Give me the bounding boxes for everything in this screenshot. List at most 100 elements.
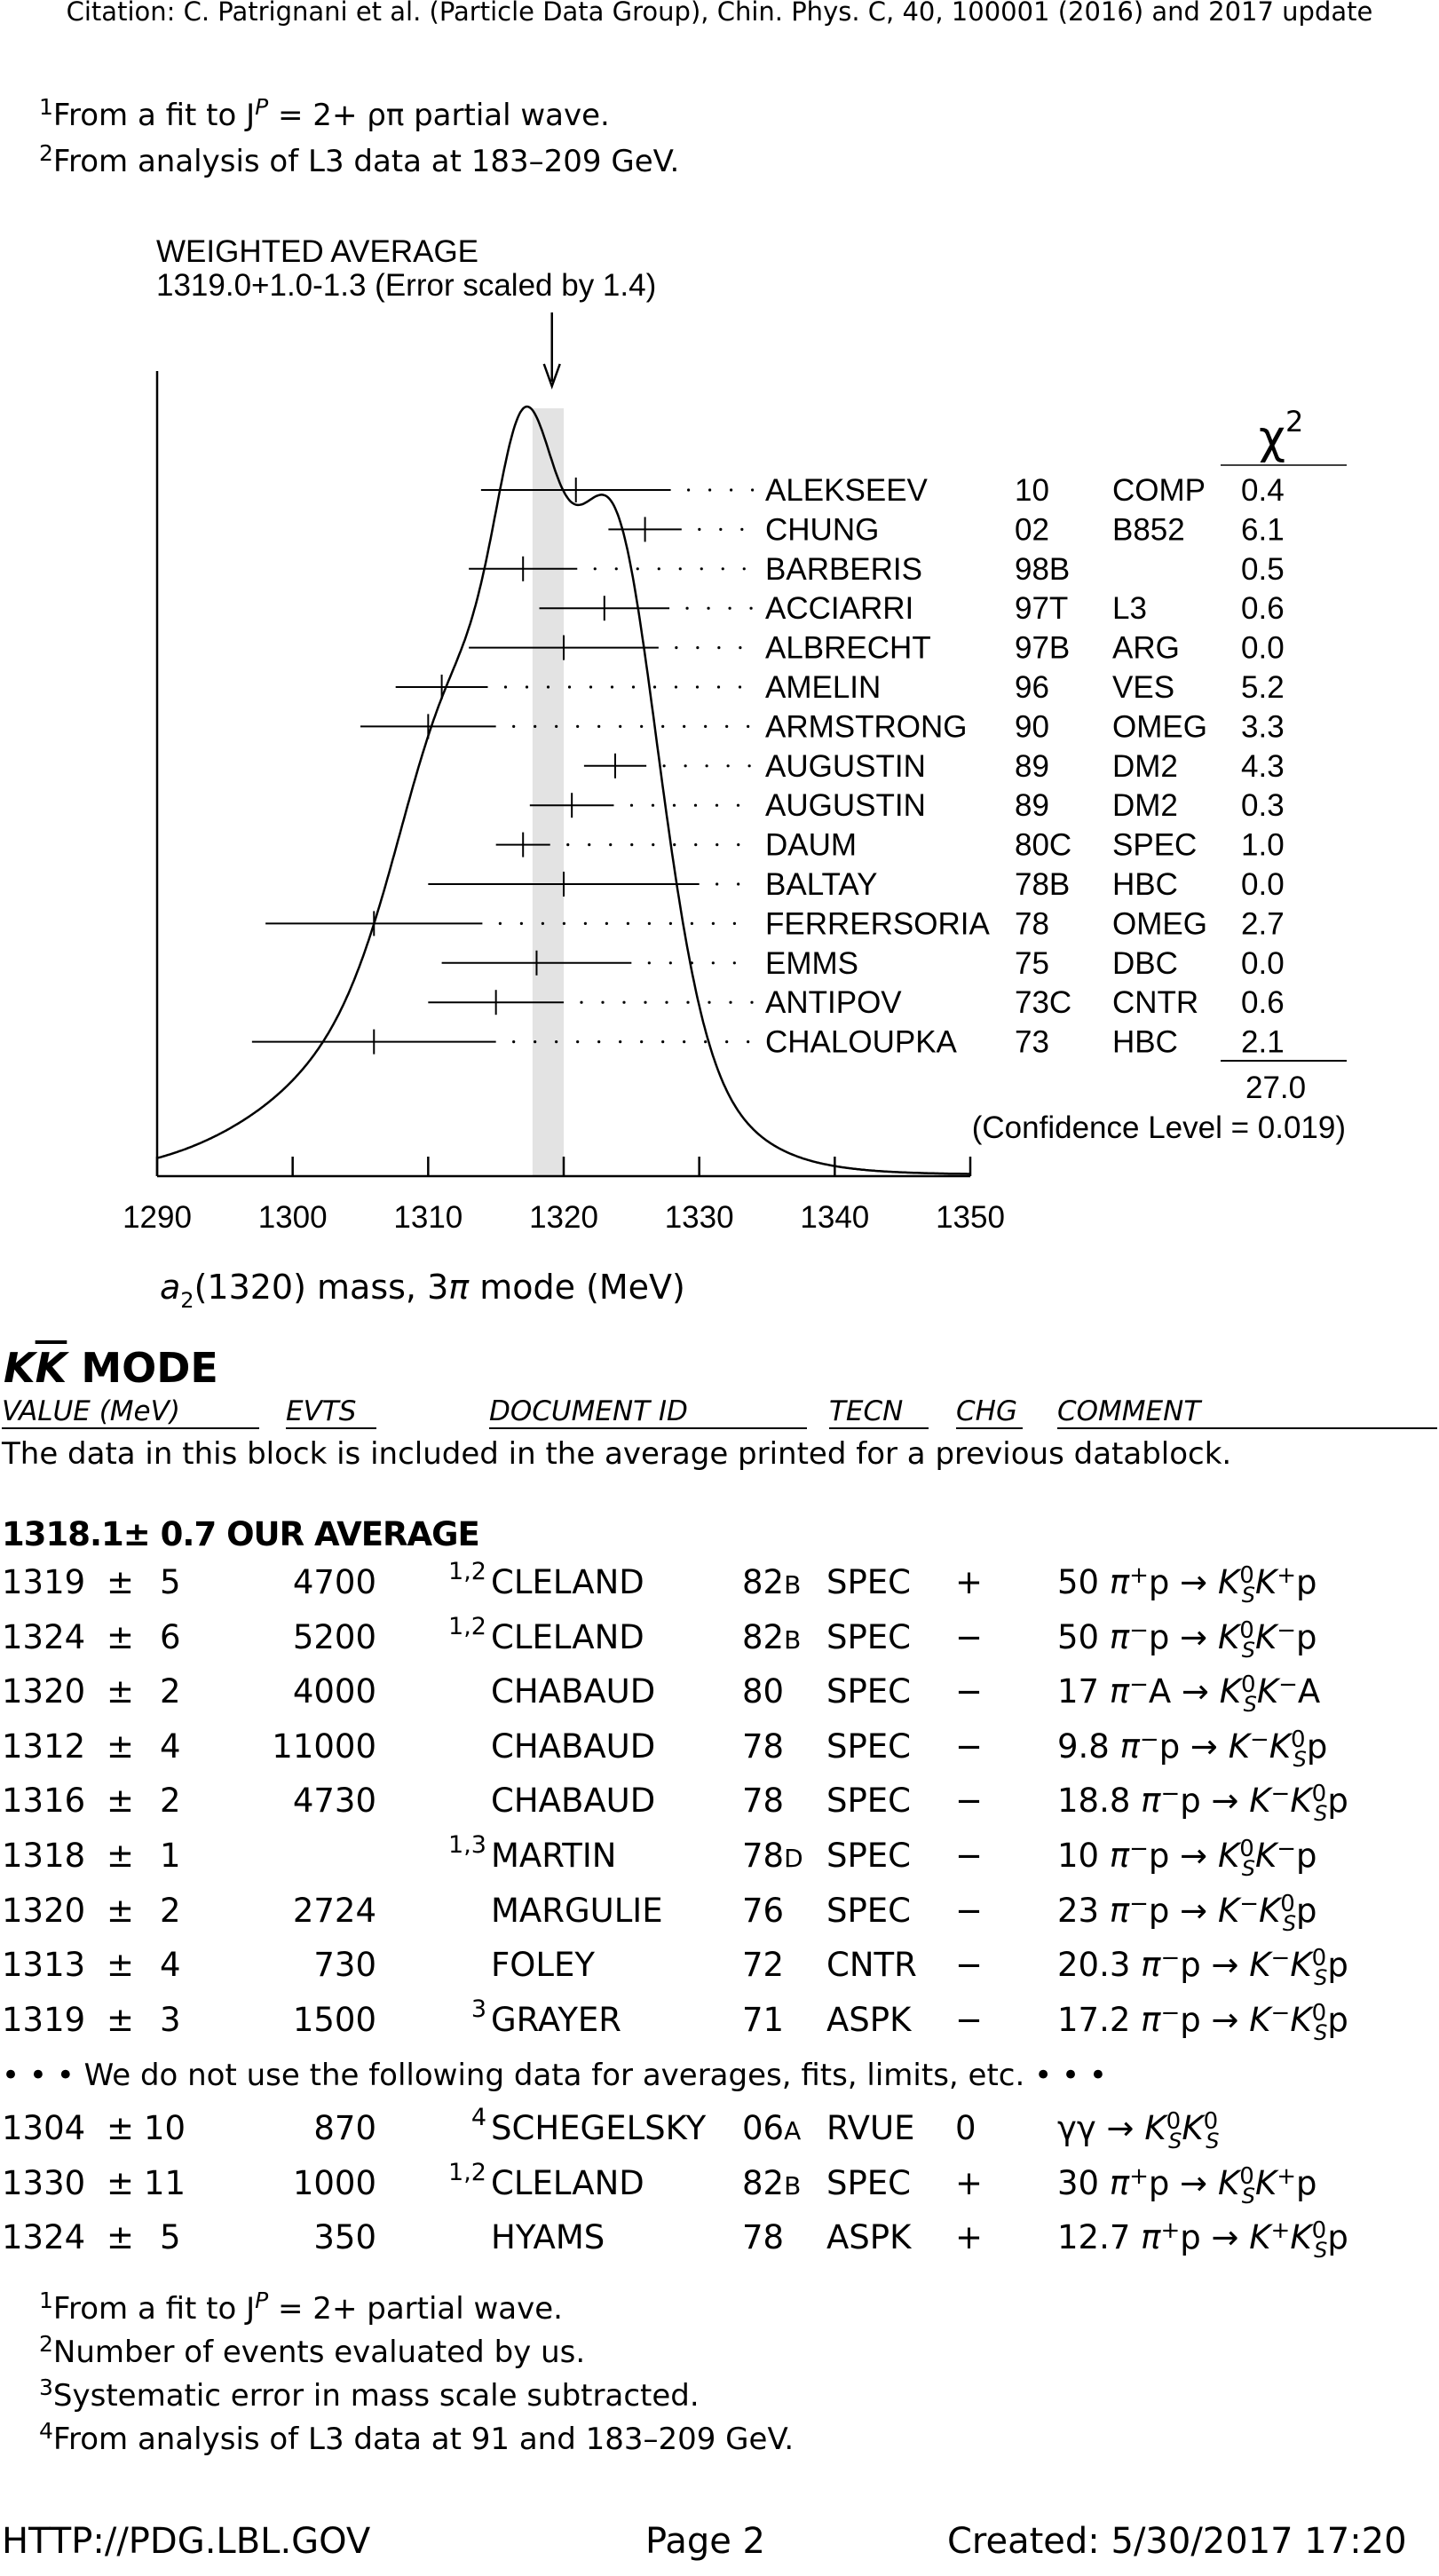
leader-dot <box>672 803 676 807</box>
leader-dot <box>730 488 733 492</box>
row-comment: 18.8 π−p → K−K0Sp <box>1057 1781 1348 1826</box>
leader-dot <box>580 1000 583 1004</box>
comment-part: K <box>1290 2218 1312 2257</box>
measurement-name: ALBRECHT <box>765 631 931 666</box>
comment-part: S <box>1241 2183 1255 2209</box>
comment-part: − <box>1277 1616 1297 1644</box>
block-note: The data in this block is included in th… <box>2 1436 1232 1472</box>
leader-dot <box>690 921 694 925</box>
comment-part: p → <box>1158 1727 1229 1766</box>
leader-dot <box>698 527 701 532</box>
measurement-year: 02 <box>1015 512 1049 547</box>
leader-dot <box>619 1040 622 1044</box>
measurement-name: DAUM <box>765 828 857 863</box>
row-comment: 20.3 π−p → K−K0Sp <box>1057 1945 1348 1990</box>
leader-dot <box>673 843 676 847</box>
comment-part: 9.8 <box>1057 1727 1120 1766</box>
comment-part: − <box>1270 1781 1291 1808</box>
comment-part: + <box>1129 2162 1149 2190</box>
row-value: 1304 <box>2 2109 86 2147</box>
leader-dot <box>652 843 655 847</box>
leader-dot <box>651 803 655 807</box>
leader-dot <box>541 921 545 925</box>
measurement-tech: OMEG <box>1112 709 1207 744</box>
row-chg: 0 <box>955 2109 976 2147</box>
row-year: 78D <box>742 1837 803 1875</box>
leader-dot <box>678 567 682 571</box>
comment-part: p → <box>1148 1563 1218 1601</box>
comment-part: 17.2 <box>1057 2000 1142 2039</box>
row-document-id: GRAYER <box>491 2000 622 2039</box>
row-year-suffix: B <box>784 1570 802 1600</box>
footer-url[interactable]: HTTP://PDG.LBL.GOV <box>2 2521 371 2562</box>
leader-dot <box>737 882 740 886</box>
leader-dot <box>704 724 708 729</box>
comment-part: 0 <box>1311 1999 1327 2027</box>
row-chg: + <box>955 1563 984 1601</box>
x-tick-label: 1330 <box>665 1200 734 1235</box>
measurement-chi2: 0.5 <box>1241 552 1285 587</box>
leader-dot <box>619 724 622 729</box>
comment-part: K <box>1144 2109 1166 2147</box>
row-chg: + <box>955 2218 984 2257</box>
measurement-year: 10 <box>1015 473 1049 508</box>
comment-part: π <box>1141 1782 1161 1821</box>
row-pm: ± <box>107 2109 135 2147</box>
comment-part: p <box>1327 2000 1348 2039</box>
row-value: 1319 <box>2 2000 86 2039</box>
comment-part: 0 <box>1239 1616 1254 1644</box>
row-document-id: HYAMS <box>491 2218 605 2257</box>
leader-dot <box>686 1000 690 1004</box>
comment-part: K <box>1217 1837 1240 1875</box>
leader-dot <box>519 921 524 925</box>
comment-part: p → <box>1180 2218 1250 2257</box>
leader-dot <box>567 685 572 689</box>
row-document-id: CHABAUD <box>491 1672 656 1711</box>
comment-part: − <box>1160 1999 1181 2027</box>
comment-part: 0 <box>1311 1781 1327 1808</box>
leader-dot <box>629 803 634 807</box>
row-evts: 4000 <box>292 1672 376 1711</box>
comment-part: K <box>1290 1782 1312 1821</box>
leader-dot <box>534 724 537 729</box>
comment-part: 50 <box>1057 1617 1110 1656</box>
row-error: 2 <box>160 1782 181 1821</box>
measurement-name: CHALOUPKA <box>765 1025 958 1060</box>
row-value: 1313 <box>2 1946 86 1985</box>
bottom-footnote-3: 3Systematic error in mass scale subtract… <box>39 2375 700 2414</box>
measurement-tech: CNTR <box>1112 985 1198 1020</box>
measurement-tech: ARG <box>1112 631 1180 666</box>
leader-dot <box>700 567 703 571</box>
leader-dot <box>498 921 502 925</box>
row-year: 78 <box>742 1782 785 1821</box>
measurement-year: 97B <box>1015 631 1070 666</box>
leader-dot <box>747 724 750 729</box>
row-evts: 11000 <box>272 1727 376 1766</box>
row-evts: 350 <box>313 2218 376 2257</box>
row-value: 1319 <box>2 1563 86 1601</box>
col-comment: COMMENT <box>1057 1395 1437 1429</box>
row-pm: ± <box>107 1891 135 1930</box>
comment-part: π <box>1141 2000 1161 2039</box>
leader-dot <box>668 921 673 925</box>
measurement-year: 97T <box>1015 591 1068 626</box>
measurement-tech: DM2 <box>1112 788 1178 823</box>
leader-dot <box>674 685 678 689</box>
comment-part: K <box>1254 2163 1277 2202</box>
row-tecn: SPEC <box>826 1782 912 1821</box>
leader-dot <box>738 685 742 689</box>
comment-part: π <box>1109 1891 1130 1930</box>
row-tecn: SPEC <box>826 1563 912 1601</box>
row-error: 1 <box>160 1837 181 1875</box>
comment-part: 18.8 <box>1057 1782 1142 1821</box>
measurement-name: ALEKSEEV <box>765 473 929 508</box>
row-value: 1324 <box>2 2218 86 2257</box>
row-error: 2 <box>160 1672 181 1711</box>
row-value: 1316 <box>2 1782 86 1821</box>
comment-part: A <box>1297 1672 1321 1711</box>
measurement-year: 80C <box>1015 828 1071 863</box>
measurement-year: 73C <box>1015 985 1071 1020</box>
row-value: 1320 <box>2 1672 86 1711</box>
row-year-suffix: B <box>784 1624 802 1655</box>
comment-part: 0 <box>1311 2217 1327 2245</box>
